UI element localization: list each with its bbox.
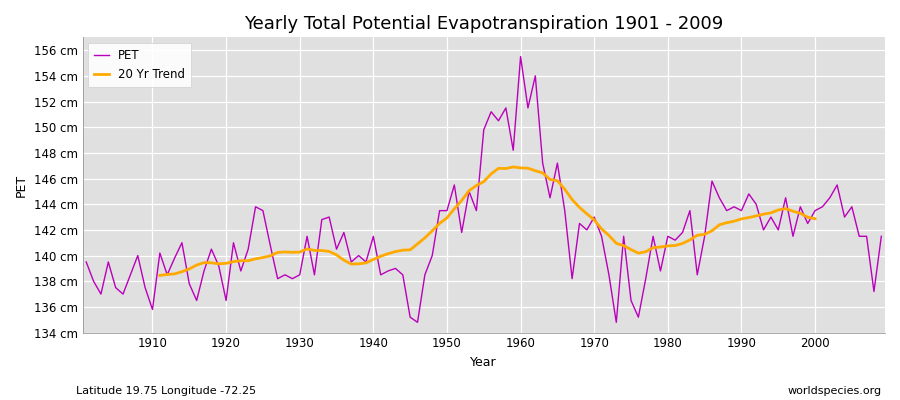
PET (523, 106, 534, 110)
20 Yr Trend (353, 262, 364, 266)
Y-axis label: PET: PET (15, 173, 28, 196)
PET (515, 54, 526, 59)
Title: Yearly Total Potential Evapotranspiration 1901 - 2009: Yearly Total Potential Evapotranspiratio… (244, 15, 724, 33)
20 Yr Trend (243, 258, 254, 263)
PET (302, 234, 312, 239)
PET (530, 74, 541, 78)
PET (140, 285, 150, 290)
Line: PET: PET (86, 56, 881, 322)
20 Yr Trend (706, 228, 717, 233)
PET (618, 234, 629, 239)
Text: Latitude 19.75 Longitude -72.25: Latitude 19.75 Longitude -72.25 (76, 386, 256, 396)
X-axis label: Year: Year (471, 356, 497, 369)
Text: worldspecies.org: worldspecies.org (788, 386, 882, 396)
PET (81, 260, 92, 264)
Line: 20 Yr Trend: 20 Yr Trend (160, 167, 815, 275)
20 Yr Trend (155, 273, 166, 278)
20 Yr Trend (618, 243, 629, 248)
20 Yr Trend (788, 209, 798, 214)
20 Yr Trend (810, 216, 821, 221)
PET (876, 234, 886, 239)
Legend: PET, 20 Yr Trend: PET, 20 Yr Trend (88, 43, 191, 87)
20 Yr Trend (721, 220, 732, 225)
20 Yr Trend (508, 164, 518, 169)
PET (412, 320, 423, 325)
PET (346, 260, 356, 264)
